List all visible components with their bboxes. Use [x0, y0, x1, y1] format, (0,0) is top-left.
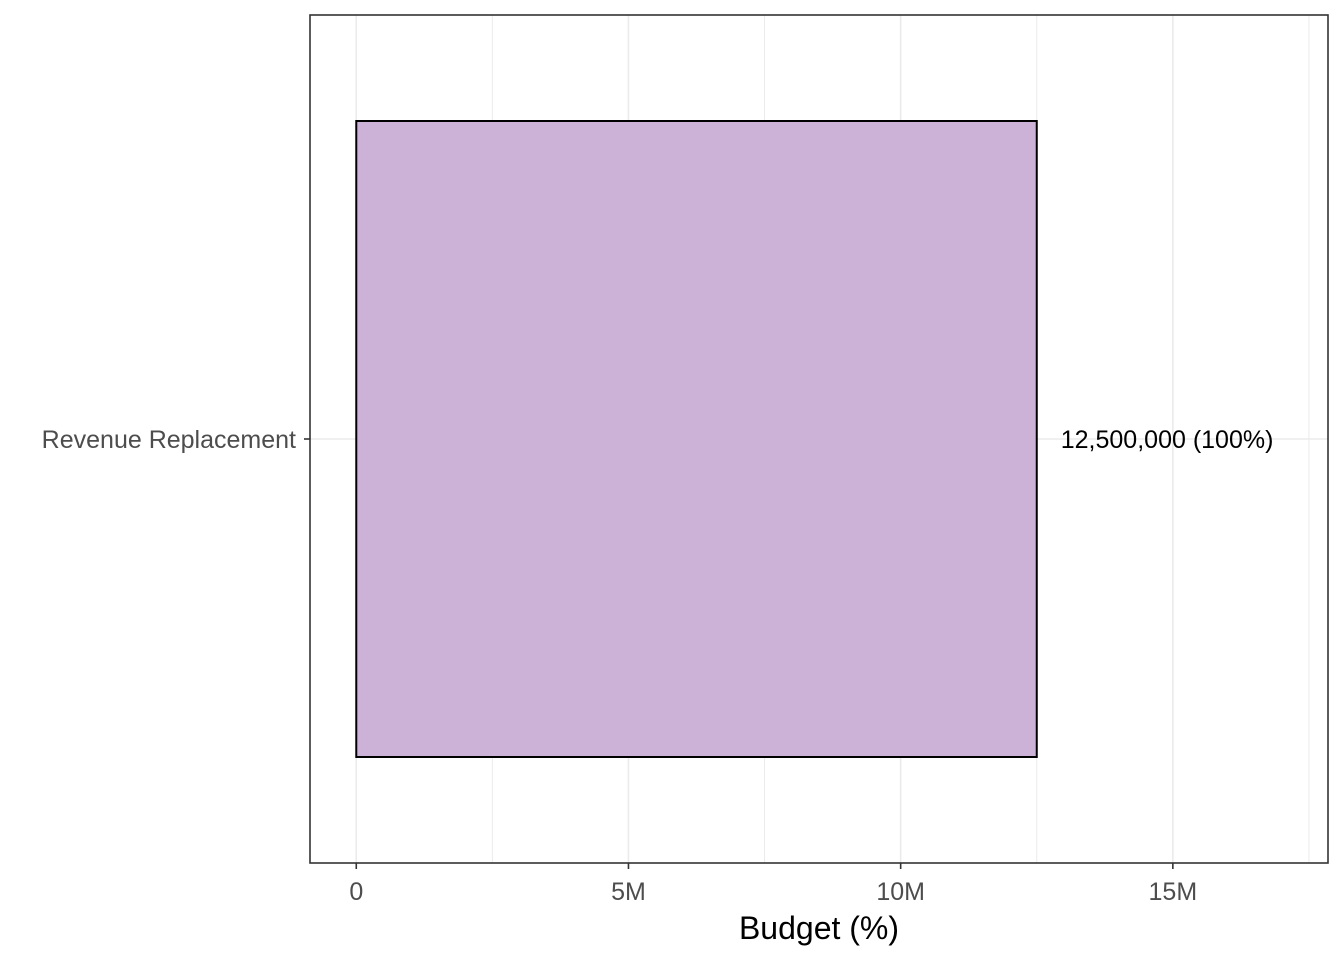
- x-axis: 0 5M 10M 15M: [349, 863, 1197, 906]
- bars: [355, 120, 1038, 758]
- x-tick-label: 0: [349, 878, 363, 906]
- y-category-label: Revenue Replacement: [42, 426, 296, 454]
- bar: [355, 120, 1038, 758]
- x-tick-label: 10M: [876, 878, 925, 906]
- x-axis-title: Budget (%): [739, 910, 899, 946]
- y-axis: Revenue Replacement: [42, 426, 310, 454]
- bar-value-label: 12,500,000 (100%): [1061, 426, 1274, 454]
- x-tick-label: 15M: [1149, 878, 1198, 906]
- x-tick-label: 5M: [611, 878, 646, 906]
- data-labels: 12,500,000 (100%): [1061, 426, 1274, 454]
